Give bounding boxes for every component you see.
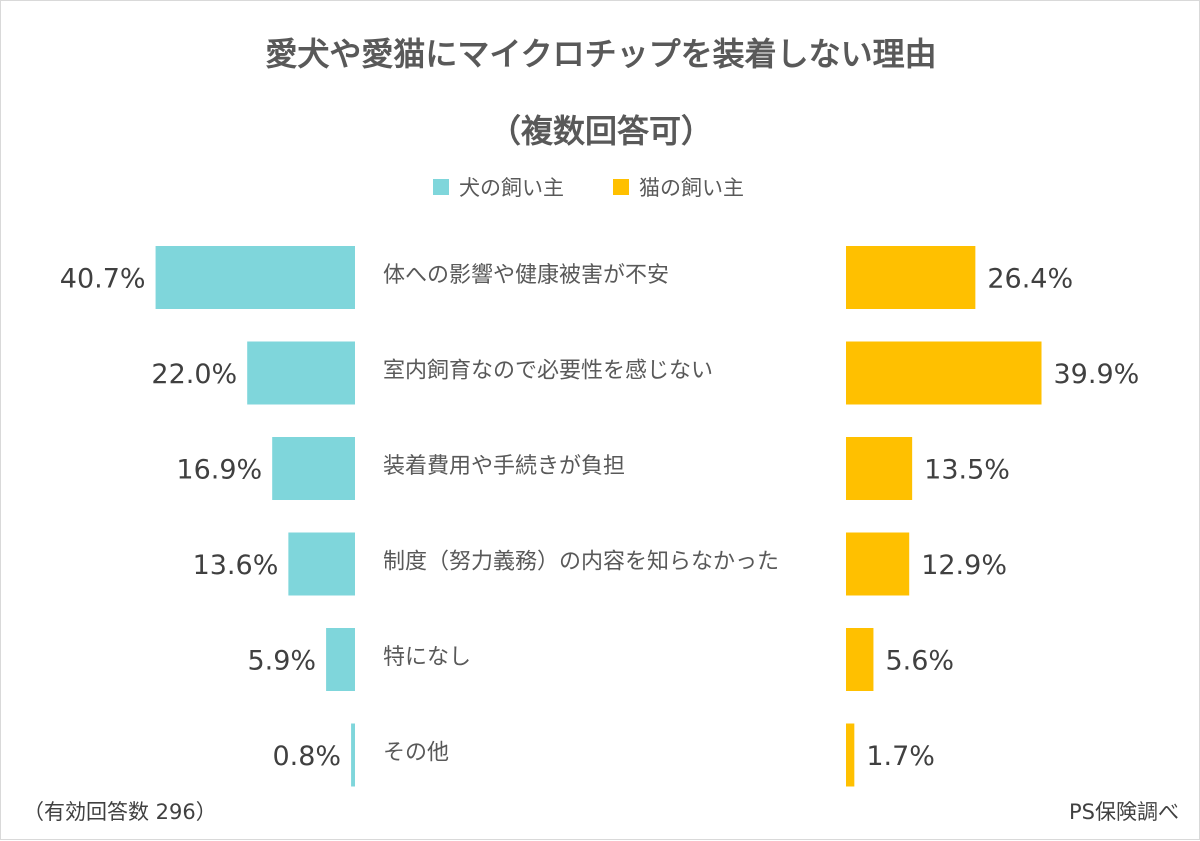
cat-value-label: 39.9% xyxy=(1054,359,1140,390)
bars-layer: 40.7% 体への影響や健康被害が不安 26.4% 22.0% 室内飼育なので必要性を感… xyxy=(60,246,1140,787)
dog-bar xyxy=(288,532,355,596)
cat-bar xyxy=(846,532,910,596)
cat-value-label: 13.5% xyxy=(924,455,1010,486)
cat-value-label: 26.4% xyxy=(987,264,1073,295)
dog-bar xyxy=(155,246,355,309)
category-label: 体への影響や健康被害が不安 xyxy=(383,263,669,288)
dog-bar xyxy=(351,723,355,787)
legend: 犬の飼い主 猫の飼い主 xyxy=(433,176,744,200)
legend-swatch-cat xyxy=(613,179,629,195)
dog-value-label: 13.6% xyxy=(193,550,279,581)
cat-bar xyxy=(846,437,913,500)
cat-value-label: 5.6% xyxy=(885,646,954,677)
cat-value-label: 12.9% xyxy=(921,550,1007,581)
cat-bar xyxy=(846,628,874,691)
source-credit: PS保険調べ xyxy=(1069,800,1179,824)
legend-label-cat: 猫の飼い主 xyxy=(639,176,744,200)
cat-bar xyxy=(846,341,1042,405)
dog-bar xyxy=(247,341,355,405)
sample-size-note: （有効回答数 296） xyxy=(23,800,217,824)
dog-value-label: 40.7% xyxy=(60,264,146,295)
dog-value-label: 22.0% xyxy=(151,359,237,390)
dog-bar xyxy=(326,628,355,691)
category-label: 制度（努力義務）の内容を知らなかった xyxy=(383,550,779,575)
chart-title: 愛犬や愛猫にマイクロチップを装着しない理由 xyxy=(265,35,936,73)
cat-value-label: 1.7% xyxy=(866,741,935,772)
legend-label-dog: 犬の飼い主 xyxy=(459,176,564,200)
category-label: 室内飼育なので必要性を感じない xyxy=(383,359,713,384)
dog-value-label: 5.9% xyxy=(247,646,316,677)
category-label: その他 xyxy=(383,741,449,766)
category-label: 装着費用や手続きが負担 xyxy=(383,454,625,479)
dog-bar xyxy=(272,437,355,500)
chart-subtitle: （複数回答可） xyxy=(489,112,713,150)
cat-bar xyxy=(846,723,855,787)
category-label: 特になし xyxy=(383,645,471,670)
cat-bar xyxy=(846,246,976,309)
legend-swatch-dog xyxy=(433,179,449,195)
dog-value-label: 0.8% xyxy=(272,741,341,772)
dog-value-label: 16.9% xyxy=(176,455,262,486)
